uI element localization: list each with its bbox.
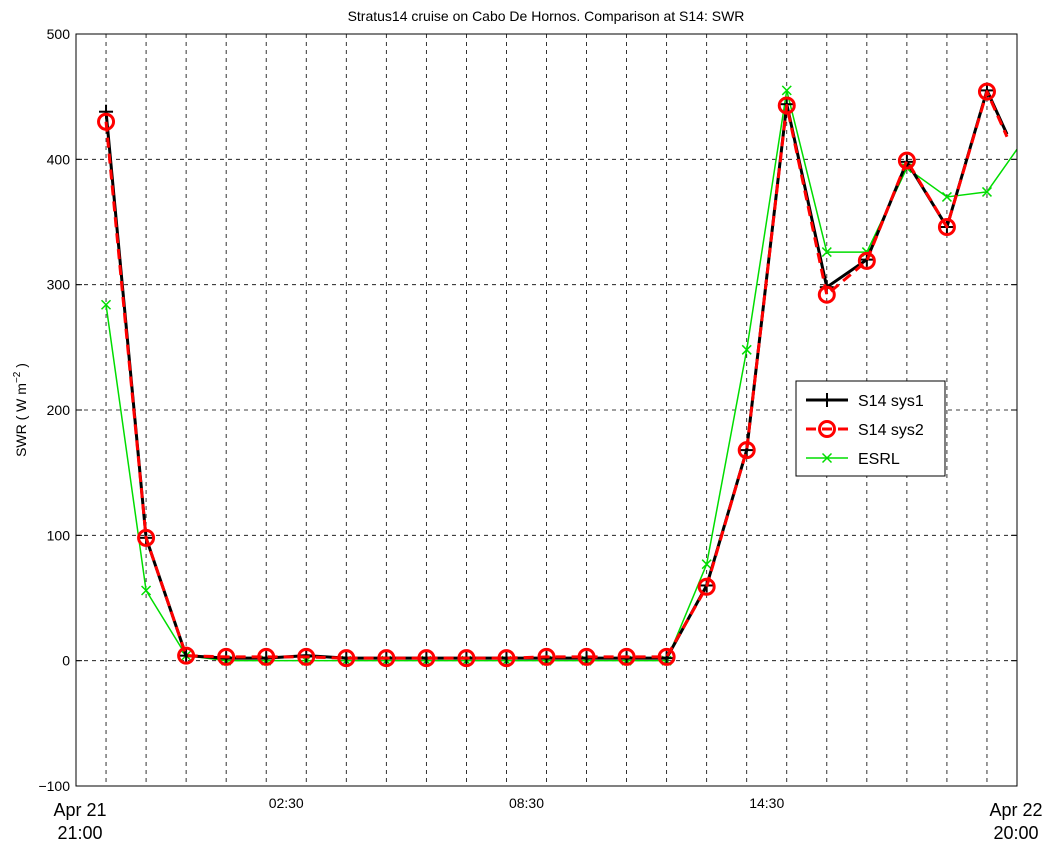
data-point-circle xyxy=(817,285,836,304)
data-point-x xyxy=(821,452,833,464)
data-point-plus xyxy=(820,393,834,407)
data-point-x xyxy=(821,247,832,258)
legend-item: S14 sys2 xyxy=(806,420,924,439)
data-point-circle xyxy=(177,646,196,665)
data-point-circle xyxy=(777,96,796,115)
y-tick-label: 0 xyxy=(62,653,70,669)
data-point-circle xyxy=(897,151,916,170)
series-line xyxy=(104,90,1009,660)
y-tick-label: 100 xyxy=(47,527,71,543)
data-point-circle xyxy=(977,82,996,101)
data-point-x xyxy=(741,344,752,355)
data-point-circle xyxy=(857,251,876,270)
series-s14-sys2 xyxy=(97,82,1009,668)
data-point-circle xyxy=(97,112,116,131)
data-point-circle xyxy=(297,647,316,666)
data-point-circle xyxy=(818,420,836,438)
start-time-label: 21:00 xyxy=(57,823,102,843)
legend: S14 sys1 S14 sys2 ESRL xyxy=(795,380,946,477)
data-point-circle xyxy=(257,647,276,666)
start-date-label: Apr 21 xyxy=(53,800,106,820)
y-tick-label: 400 xyxy=(47,151,71,167)
chart-title: Stratus14 cruise on Cabo De Hornos. Comp… xyxy=(348,8,745,24)
end-date-label: Apr 22 xyxy=(989,800,1042,820)
data-point-circle xyxy=(497,649,516,668)
data-point-x xyxy=(981,186,992,197)
x-tick-label: 08:30 xyxy=(509,795,544,811)
y-axis-label: SWR ( W m−2 ) xyxy=(12,363,29,457)
legend-label: ESRL xyxy=(858,451,900,468)
legend-label: S14 sys2 xyxy=(858,422,924,439)
x-axis: 02:30 08:30 14:30 xyxy=(269,795,785,811)
data-point-circle xyxy=(457,649,476,668)
data-point-x xyxy=(781,85,792,96)
legend-items: S14 sys1 S14 sys2 ESRL xyxy=(806,393,924,468)
data-point-circle xyxy=(937,218,956,237)
data-point-circle xyxy=(697,577,716,596)
data-point-x xyxy=(701,559,712,570)
data-point-x xyxy=(941,191,952,202)
series-layer xyxy=(97,82,1018,668)
data-point-plus xyxy=(99,104,114,119)
data-point-circle xyxy=(417,649,436,668)
y-tick-label: 200 xyxy=(47,402,71,418)
data-point-circle xyxy=(537,647,556,666)
y-tick-label: −100 xyxy=(38,778,70,794)
x-axis-end-label: Apr 22 20:00 xyxy=(989,800,1042,843)
data-point-circle xyxy=(337,649,356,668)
series-line xyxy=(105,89,1018,662)
legend-label: S14 sys1 xyxy=(858,393,924,410)
x-axis-start-label: Apr 21 21:00 xyxy=(53,800,106,843)
y-tick-label: 300 xyxy=(47,277,71,293)
legend-item: ESRL xyxy=(806,451,900,468)
data-point-circle xyxy=(377,649,396,668)
series-s14-sys1 xyxy=(99,83,1009,666)
x-tick-label: 14:30 xyxy=(749,795,784,811)
data-point-circle xyxy=(657,647,676,666)
data-point-circle xyxy=(137,528,156,547)
data-point-circle xyxy=(217,647,236,666)
y-axis: −100 0 100 200 300 400 500 xyxy=(38,26,1017,794)
legend-item: S14 sys1 xyxy=(806,393,924,410)
data-point-circle xyxy=(577,647,596,666)
end-time-label: 20:00 xyxy=(993,823,1038,843)
data-point-x xyxy=(101,299,112,310)
series-esrl xyxy=(101,85,1018,666)
data-point-circle xyxy=(737,441,756,460)
data-point-plus xyxy=(659,651,674,666)
y-tick-label: 500 xyxy=(47,26,71,42)
data-point-x xyxy=(141,585,152,596)
series-line xyxy=(104,88,1009,660)
data-point-circle xyxy=(617,647,636,666)
x-tick-label: 02:30 xyxy=(269,795,304,811)
